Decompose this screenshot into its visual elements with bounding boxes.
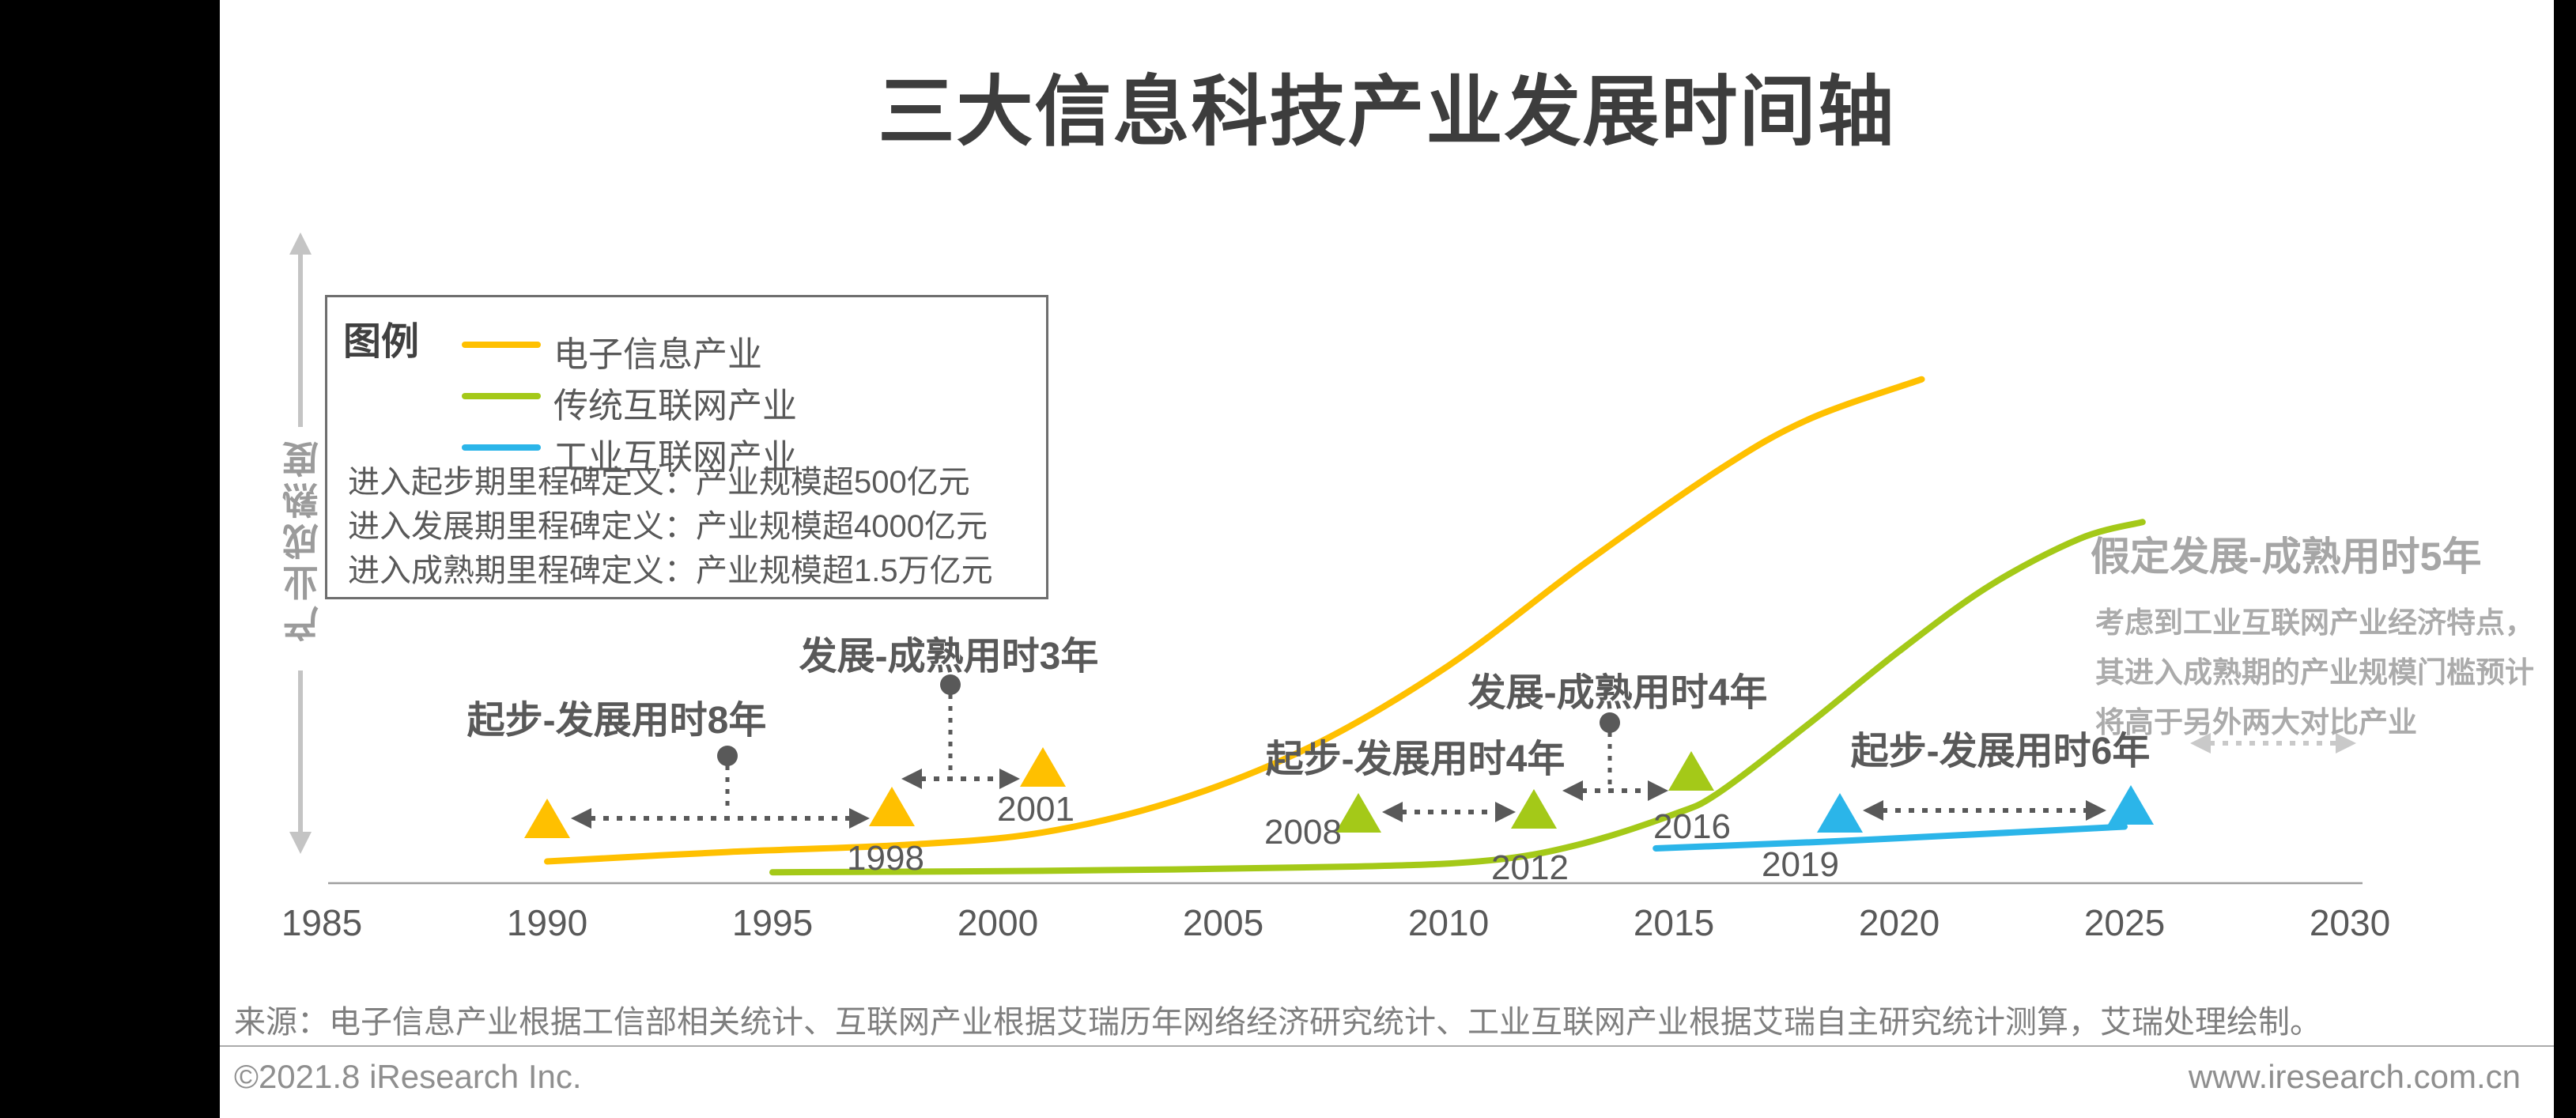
arrow-right-icon-1 (999, 769, 1020, 789)
arrow-left-icon-5 (2190, 733, 2211, 754)
annotation-dot-0 (717, 746, 738, 766)
arrow-right-icon-5 (2336, 733, 2356, 754)
legend-title: 图例 (343, 321, 420, 363)
marker-triangle-2008 (1335, 793, 1381, 833)
series-line-0 (544, 376, 1925, 865)
marker-year-label-1998: 1998 (847, 839, 924, 878)
annotation-text-3: 发展-成熟用时4年 (1467, 672, 1768, 714)
annotation-body-line: 其进入成熟期的产业规模门槛预计 (2095, 656, 2534, 689)
letterbox-strip-left (0, 0, 220, 1118)
legend-row-2: 工业互联网产业 (327, 429, 1046, 477)
x-tick-1985: 1985 (281, 902, 363, 943)
annotation-body-line: 将高于另外两大对比产业 (2095, 706, 2417, 738)
marker-triangle-1990 (524, 799, 570, 838)
arrow-left-icon-0 (571, 808, 591, 829)
annotation-text-5: 假定发展-成熟用时5年 (2091, 534, 2482, 579)
marker-triangle-2001 (1020, 747, 1066, 787)
x-tick-2010: 2010 (1407, 902, 1490, 943)
series-line-1 (769, 519, 2146, 876)
milestone-definition: 进入起步期里程碑定义：产业规模超500亿元 (348, 465, 970, 500)
annotation-body-line: 考虑到工业互联网产业经济特点， (2095, 606, 2534, 639)
annotation-text-0: 起步-发展用时8年 (466, 700, 767, 742)
milestone-definitions: 进入起步期里程碑定义：产业规模超500亿元 进入发展期里程碑定义：产业规模超400… (348, 460, 993, 593)
letterbox-strip-right (2554, 0, 2576, 1118)
x-tick-2030: 2030 (2309, 902, 2391, 943)
x-tick-2005: 2005 (1182, 902, 1264, 943)
legend-swatch-icon-2 (462, 444, 541, 451)
x-tick-2020: 2020 (1858, 902, 1940, 943)
marker-triangle-2025 (2108, 785, 2154, 825)
legend-swatch-icon-0 (462, 342, 541, 348)
annotation-dot-1 (940, 674, 961, 695)
x-tick-1990: 1990 (506, 902, 588, 943)
x-tick-2015: 2015 (1633, 902, 1715, 943)
y-axis-arrowhead-up-icon (289, 232, 312, 255)
legend-item-label: 传统互联网产业 (553, 387, 797, 425)
footer-website: www.iresearch.com.cn (2188, 1058, 2521, 1095)
legend-item-label: 工业互联网产业 (553, 438, 797, 477)
legend-item-label: 电子信息产业 (553, 335, 762, 374)
legend-row-1: 传统互联网产业 (327, 377, 1046, 425)
marker-year-label-2001: 2001 (997, 790, 1075, 829)
x-tick-2025: 2025 (2083, 902, 2166, 943)
series-line-2 (1652, 823, 2128, 852)
annotation-text-1: 发展-成熟用时3年 (799, 636, 1099, 678)
annotation-body-5: 考虑到工业互联网产业经济特点， 其进入成熟期的产业规模门槛预计 将高于另外两大对比产… (2095, 598, 2534, 747)
arrow-right-icon-3 (1648, 780, 1668, 801)
page-title: 三大信息科技产业发展时间轴 (878, 69, 1896, 155)
y-axis-arrowhead-down-icon (289, 832, 312, 854)
footer-copyright: ©2021.8 iResearch Inc. (234, 1058, 582, 1095)
arrow-left-icon-1 (901, 769, 922, 789)
marker-year-label-2019: 2019 (1762, 845, 1839, 884)
marker-year-label-2016: 2016 (1653, 807, 1731, 846)
milestone-definition: 进入发展期里程碑定义：产业规模超4000亿元 (348, 509, 988, 544)
legend-row-0: 电子信息产业 (327, 326, 1046, 374)
milestone-definition: 进入成熟期里程碑定义：产业规模超1.5万亿元 (348, 553, 993, 588)
marker-triangle-2016 (1668, 751, 1714, 791)
arrow-right-icon-2 (1495, 802, 1516, 822)
annotation-text-4: 起步-发展用时6年 (1850, 731, 2151, 772)
x-tick-1995: 1995 (731, 902, 814, 943)
arrow-right-icon-0 (849, 808, 870, 829)
annotation-dot-3 (1600, 712, 1620, 733)
marker-triangle-1998 (869, 787, 915, 826)
footer-divider (220, 1045, 2554, 1047)
marker-year-label-2012: 2012 (1491, 848, 1569, 887)
annotation-text-2: 起步-发展用时4年 (1265, 738, 1566, 780)
source-note: 来源：电子信息产业根据工信部相关统计、互联网产业根据艾瑞历年网络经济研究统计、工… (234, 1005, 2321, 1040)
x-tick-2000: 2000 (957, 902, 1039, 943)
arrow-left-icon-4 (1863, 800, 1883, 821)
legend-swatch-icon-1 (462, 393, 541, 399)
marker-triangle-2012 (1511, 789, 1557, 829)
arrow-left-icon-3 (1562, 780, 1583, 801)
legend-box: 图例 电子信息产业 传统互联网产业 工业互联网产业 进入起步期里程碑定义：产业规模超… (325, 295, 1048, 599)
arrow-left-icon-2 (1382, 802, 1403, 822)
y-axis-label: 产业成熟度 (282, 436, 323, 642)
arrow-right-icon-4 (2086, 800, 2106, 821)
marker-year-label-2008: 2008 (1264, 813, 1342, 852)
marker-triangle-2019 (1817, 793, 1863, 833)
